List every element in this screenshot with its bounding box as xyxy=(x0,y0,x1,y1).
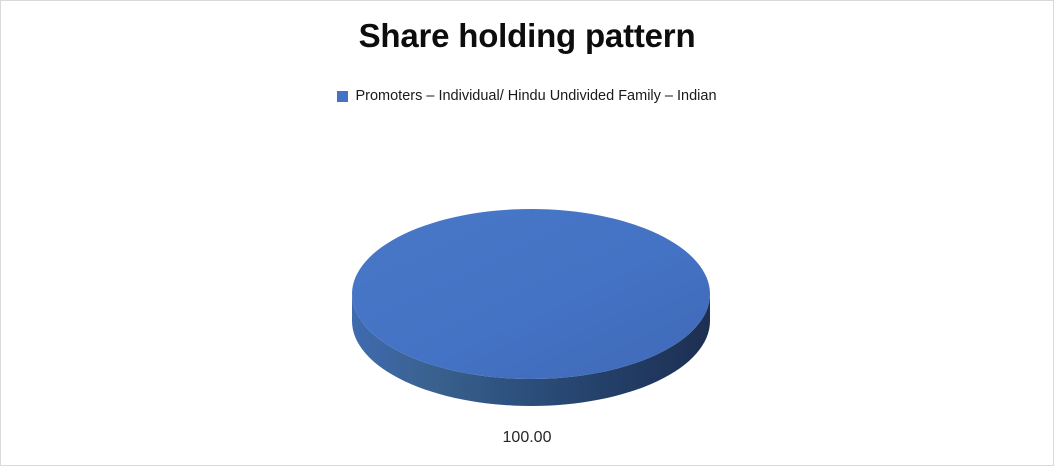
legend-item-label: Promoters – Individual/ Hindu Undivided … xyxy=(355,88,717,104)
pie-svg xyxy=(352,209,710,406)
pie-data-label-value: 100.00 xyxy=(502,429,552,446)
chart-legend: Promoters – Individual/ Hindu Undivided … xyxy=(1,87,1053,106)
legend-square-marker-icon xyxy=(337,91,349,102)
legend-item-promoters[interactable]: Promoters – Individual/ Hindu Undivided … xyxy=(337,87,717,106)
pie-data-label: 100.00 xyxy=(1,428,1053,448)
pie-chart-3d xyxy=(352,209,710,406)
chart-title: Share holding pattern xyxy=(358,17,696,54)
pie-slice-side-wall xyxy=(352,294,710,406)
pie-slice-promoters[interactable] xyxy=(352,209,710,379)
